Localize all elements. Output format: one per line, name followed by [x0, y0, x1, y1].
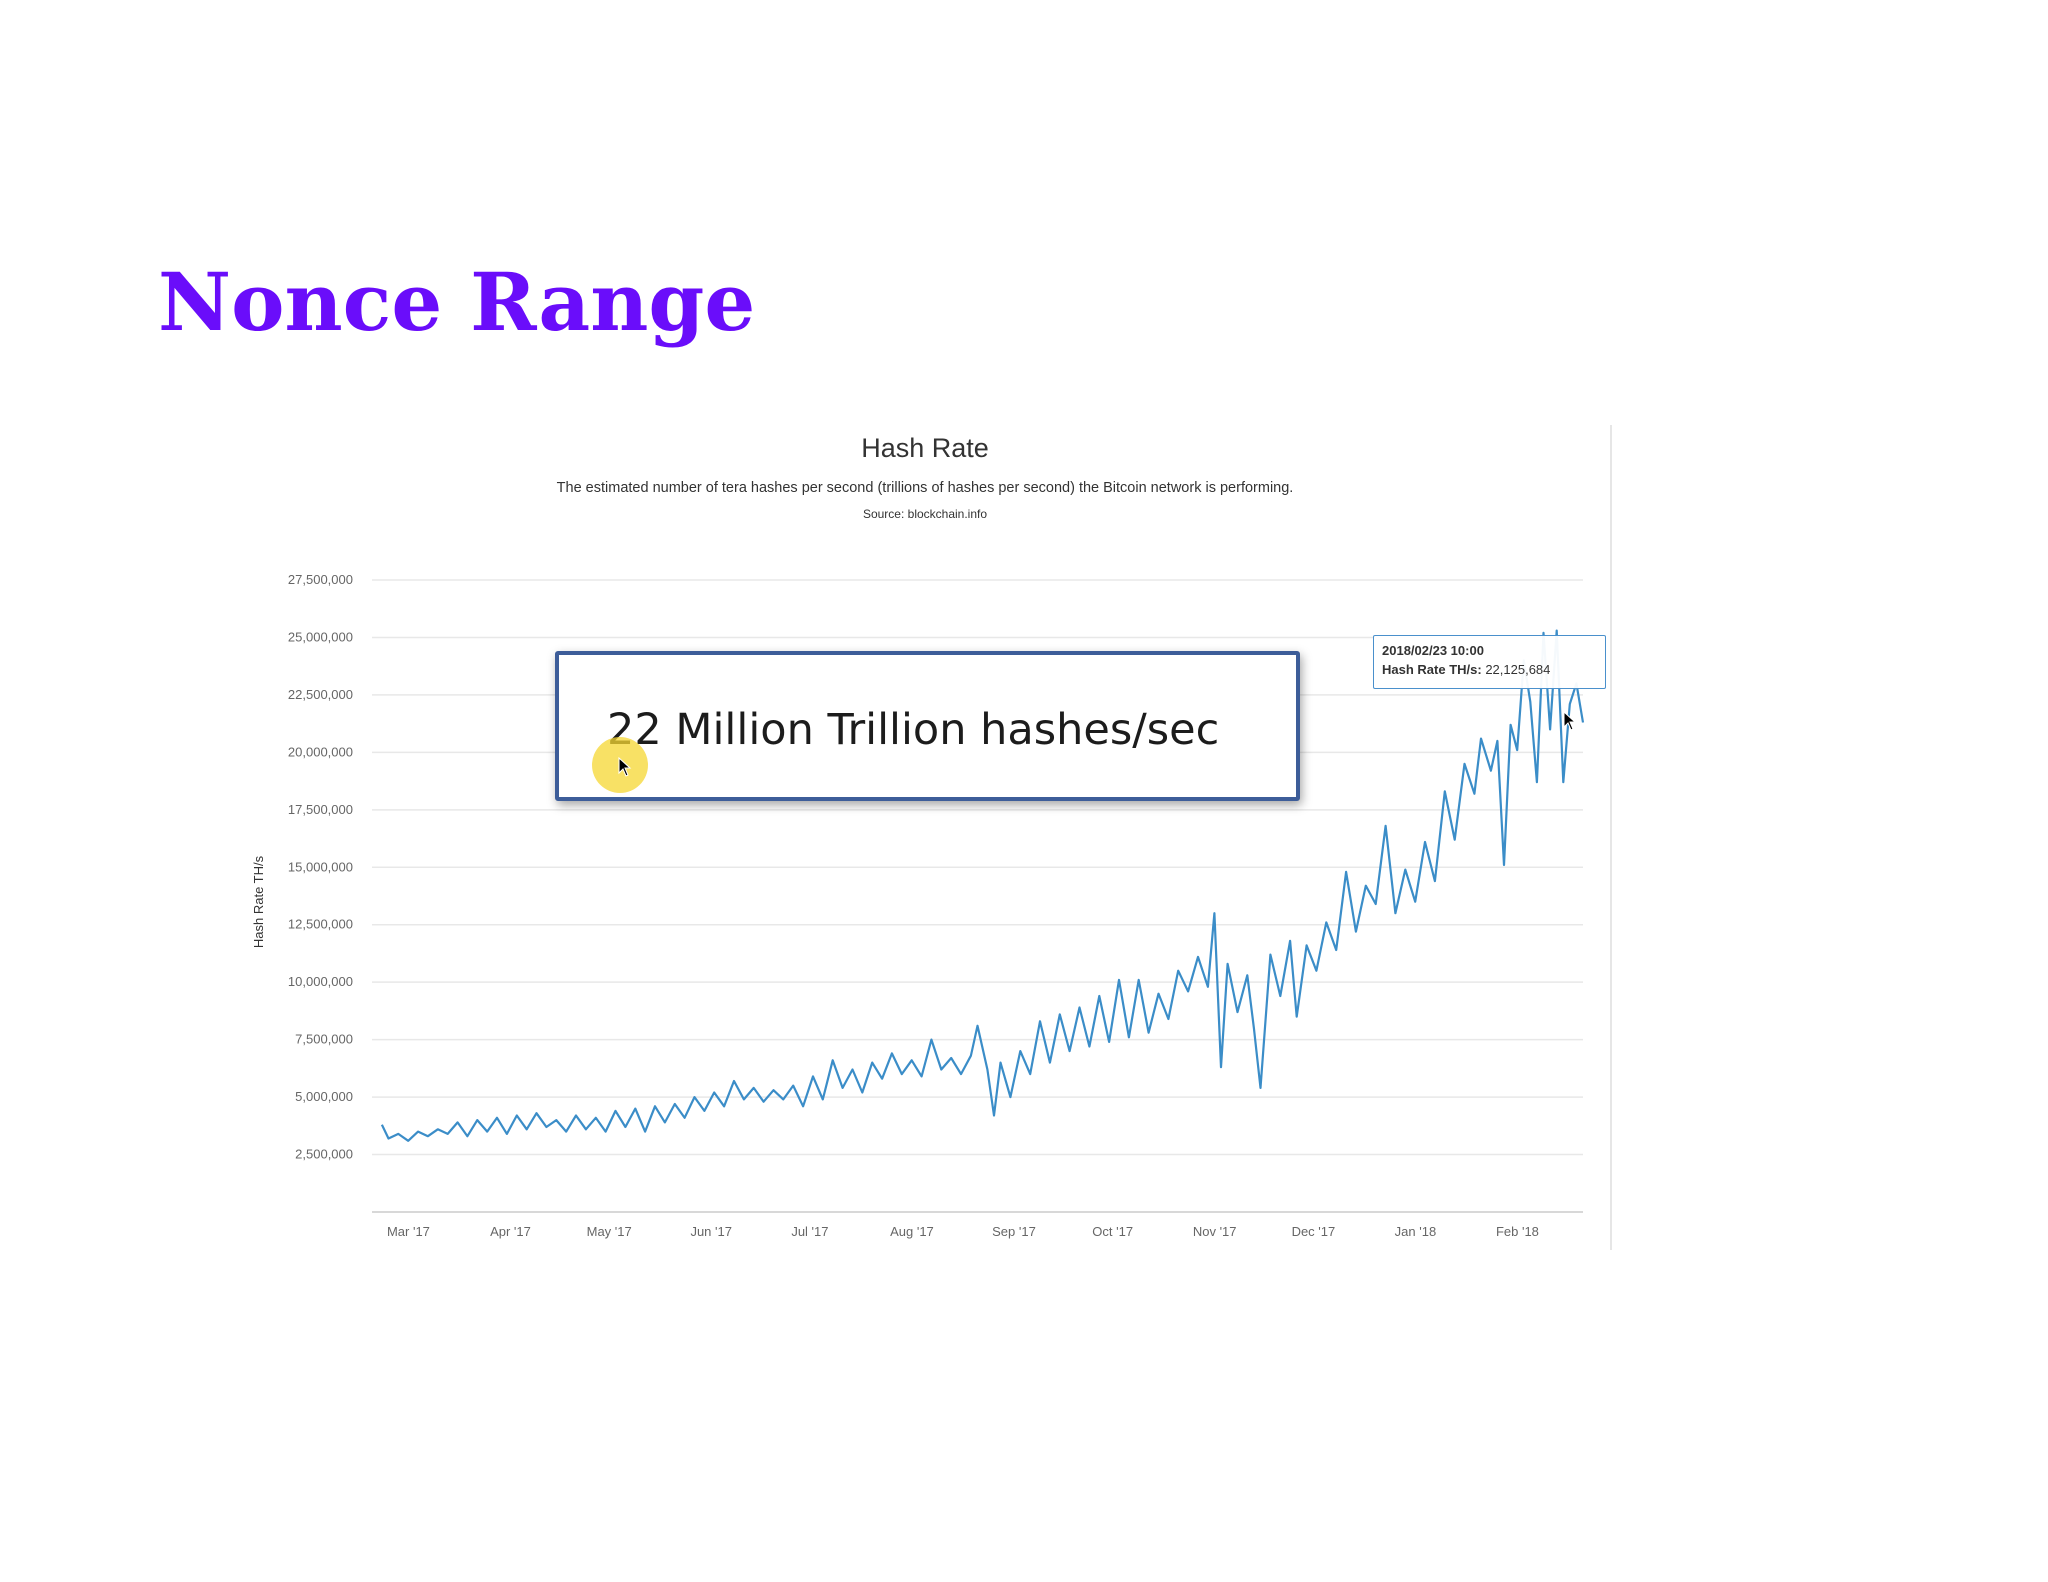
x-tick-label: Jul '17	[791, 1224, 828, 1239]
data-point-tooltip: 2018/02/23 10:00 Hash Rate TH/s: 22,125,…	[1373, 635, 1606, 689]
y-tick-label: 5,000,000	[295, 1089, 353, 1104]
y-tick-label: 2,500,000	[295, 1147, 353, 1162]
chart-source: Source: blockchain.info	[863, 507, 987, 521]
chart-subtitle: The estimated number of tera hashes per …	[557, 480, 1294, 496]
mouse-cursor-icon	[618, 757, 632, 777]
y-tick-labels: 2,500,000 5,000,000 7,500,000 10,000,000 12,…	[288, 572, 353, 1162]
x-tick-label: Oct '17	[1092, 1224, 1133, 1239]
tooltip-label: Hash Rate TH/s:	[1382, 662, 1482, 677]
y-tick-label: 15,000,000	[288, 859, 353, 874]
x-tick-label: Feb '18	[1496, 1224, 1539, 1239]
y-tick-label: 12,500,000	[288, 917, 353, 932]
x-tick-label: Aug '17	[890, 1224, 934, 1239]
x-tick-label: Jun '17	[690, 1224, 732, 1239]
hash-rate-series-line	[380, 629, 1585, 1142]
x-tick-label: Mar '17	[387, 1224, 430, 1239]
y-tick-label: 20,000,000	[288, 744, 353, 759]
y-tick-label: 22,500,000	[288, 687, 353, 702]
tooltip-value: 22,125,684	[1485, 662, 1551, 677]
y-tick-label: 27,500,000	[288, 572, 353, 587]
slide-title: Nonce Range	[158, 255, 756, 349]
x-tick-labels: Mar '17 Apr '17 May '17 Jun '17 Jul '17 Aug '…	[387, 1224, 1539, 1239]
x-tick-label: Apr '17	[490, 1224, 531, 1239]
chart-title: Hash Rate	[861, 433, 989, 463]
x-tick-label: Nov '17	[1193, 1224, 1237, 1239]
y-tick-label: 10,000,000	[288, 974, 353, 989]
chart-background	[240, 420, 1612, 1252]
y-tick-label: 7,500,000	[295, 1032, 353, 1047]
annotation-callout-box: 22 Million Trillion hashes/sec	[555, 651, 1300, 801]
x-tick-label: Sep '17	[992, 1224, 1036, 1239]
y-tick-label: 25,000,000	[288, 629, 353, 644]
tooltip-date: 2018/02/23 10:00	[1382, 643, 1484, 658]
y-axis-label: Hash Rate TH/s	[251, 855, 266, 948]
x-tick-label: Dec '17	[1292, 1224, 1336, 1239]
annotation-callout-text: 22 Million Trillion hashes/sec	[607, 705, 1220, 755]
x-tick-label: May '17	[587, 1224, 632, 1239]
y-tick-label: 17,500,000	[288, 802, 353, 817]
x-tick-label: Jan '18	[1395, 1224, 1437, 1239]
tooltip-row: Hash Rate TH/s: 22,125,684	[1382, 660, 1597, 679]
mouse-cursor-icon	[1563, 711, 1577, 731]
